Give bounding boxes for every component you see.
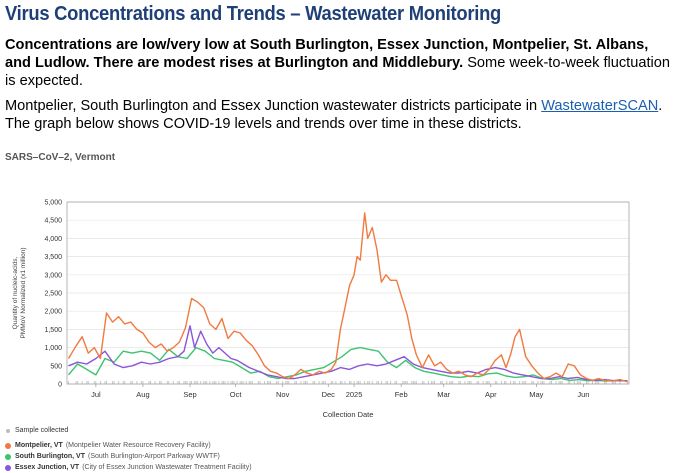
x-tick-label: Sep <box>183 390 196 399</box>
legend-color-dot-icon <box>5 442 11 449</box>
legend-color-dot-icon <box>5 453 11 460</box>
wastewaterscan-link[interactable]: WastewaterSCAN <box>541 98 659 114</box>
y-tick-label: 2,500 <box>44 291 62 298</box>
y-tick-label: 500 <box>50 363 62 370</box>
wastewater-line-chart: 0 500 1,000 1,500 2,000 2,500 3,000 3,500 4,000 4… <box>12 200 630 419</box>
y-tick-label: 4,000 <box>44 236 62 243</box>
chart-title: SARS–CoV–2, Vermont <box>5 152 116 163</box>
y-tick-label: 3,500 <box>44 254 62 261</box>
series-lines <box>67 212 628 383</box>
participation-text-end: . The graph below shows COVID-19 levels … <box>5 98 663 132</box>
legend-item-detail: (Montpelier Water Resource Recovery Faci… <box>65 442 211 449</box>
legend-item-detail: (City of Essex Junction Wastewater Treat… <box>82 464 252 471</box>
summary-bold: Concentrations are low/very low at South… <box>5 37 649 71</box>
legend-color-dot-icon <box>5 464 11 471</box>
series-line-montpelier-vt <box>67 212 628 383</box>
x-axis-label: Collection Date <box>323 410 374 419</box>
y-tick-label: 1,500 <box>44 327 62 334</box>
legend-item-detail: (South Burlington-Airport Parkway WWTF) <box>88 453 220 460</box>
x-tick-label: Aug <box>136 390 149 399</box>
y-axis-label-line: PMMoV Normalized (x1 million) <box>20 247 27 338</box>
series-line-south-burlington-vt <box>67 346 628 382</box>
y-tick-label: 2,000 <box>44 309 62 316</box>
y-tick-label: 4,500 <box>44 218 62 225</box>
legend-item-name: Montpelier, VT <box>15 442 63 449</box>
participation-paragraph: Montpelier, South Burlington and Essex J… <box>5 97 677 133</box>
x-tick-label: Oct <box>230 390 243 399</box>
legend-sample-row: Sample collected <box>5 425 252 436</box>
sample-markers <box>68 381 628 384</box>
legend-item-south-burlington[interactable]: South Burlington, VT (South Burlington-A… <box>5 451 252 462</box>
y-axis-label: Quantity of nucleic-acids,PMMoV Normaliz… <box>12 247 27 338</box>
legend-item-essex-junction[interactable]: Essex Junction, VT (City of Essex Juncti… <box>5 462 252 473</box>
participation-text-start: Montpelier, South Burlington and Essex J… <box>5 98 542 114</box>
y-axis-label-line: Quantity of nucleic-acids, <box>12 257 19 330</box>
x-tick-label: Jul <box>91 390 101 399</box>
page-title: Virus Concentrations and Trends – Wastew… <box>5 3 502 25</box>
legend-item-name: Essex Junction, VT <box>15 464 80 471</box>
y-tick-label: 3,000 <box>44 272 62 279</box>
x-tick-labels: Jul Aug Sep Oct Nov Dec 2025 Feb Mar Apr May Jun <box>91 384 589 399</box>
legend-sample-label: Sample collected <box>15 427 69 434</box>
plot-frame <box>66 201 630 385</box>
y-tick-label: 1,000 <box>44 345 62 352</box>
x-tick-label: Apr <box>485 390 497 399</box>
x-tick-label: Mar <box>437 390 450 399</box>
series-line-essex-junction-vt <box>68 325 628 382</box>
summary-rest: Some week-to-week fluctuation is expecte… <box>5 55 670 89</box>
summary-paragraph: Concentrations are low/very low at South… <box>5 36 677 90</box>
x-tick-label: Dec <box>322 390 336 399</box>
x-tick-label: Nov <box>276 390 290 399</box>
x-tick-label: 2025 <box>346 390 363 399</box>
x-tick-label: Feb <box>395 390 408 399</box>
x-tick-label: Jun <box>577 390 589 399</box>
y-tick-label: 0 <box>58 382 62 389</box>
legend-item-name: South Burlington, VT <box>15 453 85 460</box>
x-tick-label: May <box>529 390 543 399</box>
y-tick-labels: 0 500 1,000 1,500 2,000 2,500 3,000 3,500 4,000 4… <box>44 200 62 389</box>
chart-legend: Sample collected Montpelier, VT (Montpel… <box>5 425 252 473</box>
legend-item-montpelier[interactable]: Montpelier, VT (Montpelier Water Resourc… <box>5 440 252 451</box>
sample-dot-icon <box>6 428 10 433</box>
y-gridlines <box>67 201 629 385</box>
y-tick-label: 5,000 <box>44 200 62 207</box>
